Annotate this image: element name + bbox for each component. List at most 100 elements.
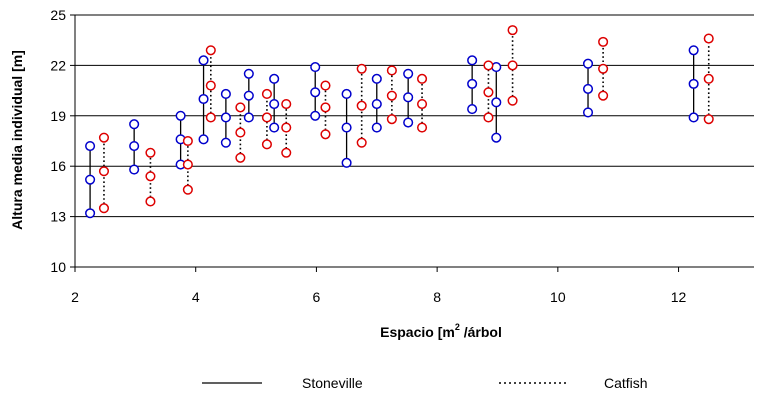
stoneville-point-6-2 — [269, 73, 280, 84]
catfish-point-14-1 — [703, 73, 714, 84]
catfish-point-3-1 — [205, 80, 216, 91]
stoneville-point-4-1 — [220, 112, 231, 123]
y-tick-label: 16 — [50, 158, 66, 174]
catfish-point-2-2 — [182, 135, 193, 147]
x-tick-label: 10 — [550, 289, 566, 305]
stoneville-point-12-1 — [491, 97, 502, 108]
y-tick-label: 25 — [50, 7, 66, 23]
catfish-point-9-2 — [386, 65, 397, 76]
stoneville-point-13-0 — [582, 107, 594, 118]
stoneville-point-7-1 — [310, 87, 321, 98]
stoneville-point-4-2 — [220, 88, 231, 100]
x-axis-title-superscript: 2 — [455, 322, 460, 332]
catfish-point-1-1 — [145, 171, 156, 182]
x-tick-label: 8 — [433, 289, 441, 305]
catfish-point-11-2 — [483, 60, 494, 71]
legend-label-catfish: Catfish — [604, 375, 648, 391]
stoneville-point-14-2 — [688, 45, 699, 56]
tick-labels: 10 13 16 19 22 25 2 4 6 8 10 12 — [50, 7, 686, 305]
catfish-point-14-2 — [703, 33, 714, 44]
legend: Stoneville Catfish — [202, 375, 648, 391]
catfish-point-11-0 — [483, 112, 494, 123]
catfish-point-13-0 — [598, 90, 609, 101]
axes — [70, 14, 754, 272]
stoneville-point-6-0 — [269, 122, 280, 133]
y-tick-label: 13 — [50, 209, 66, 225]
stoneville-point-1-2 — [129, 119, 140, 130]
stoneville-point-11-0 — [467, 104, 478, 115]
stoneville-point-9-0 — [371, 122, 382, 133]
stoneville-point-13-2 — [582, 58, 594, 69]
x-tick-label: 4 — [192, 289, 200, 305]
catfish-point-5-1 — [261, 112, 272, 123]
catfish-point-2-0 — [182, 184, 193, 195]
catfish-point-10-1 — [416, 98, 428, 110]
stoneville-point-14-1 — [688, 78, 699, 89]
catfish-point-7-1 — [320, 102, 331, 113]
stoneville-point-0-0 — [85, 208, 96, 219]
catfish-point-7-2 — [320, 80, 331, 91]
stoneville-point-7-2 — [310, 62, 321, 73]
catfish-point-0-2 — [98, 132, 110, 143]
catfish-point-6-1 — [281, 122, 292, 133]
catfish-point-13-1 — [598, 63, 609, 74]
x-tick-label: 6 — [313, 289, 321, 305]
stoneville-point-4-0 — [220, 137, 231, 148]
y-tick-label: 19 — [50, 108, 66, 124]
stoneville-point-6-1 — [269, 98, 280, 110]
catfish-point-1-2 — [145, 147, 156, 158]
catfish-point-3-2 — [205, 45, 216, 56]
y-tick-label: 22 — [50, 57, 66, 73]
catfish-point-12-1 — [507, 60, 518, 71]
stoneville-point-5-2 — [243, 68, 254, 79]
x-tick-label: 2 — [71, 289, 79, 305]
stoneville-point-8-1 — [341, 122, 352, 133]
catfish-point-2-1 — [182, 159, 193, 170]
stoneville-point-2-2 — [175, 110, 186, 121]
catfish-point-14-0 — [703, 114, 714, 125]
stoneville-point-10-2 — [403, 68, 414, 79]
catfish-point-5-2 — [261, 88, 272, 100]
stoneville-point-13-1 — [582, 83, 594, 94]
catfish-point-10-2 — [416, 73, 428, 84]
catfish-point-5-0 — [261, 139, 272, 150]
catfish-point-7-0 — [320, 129, 331, 140]
x-axis-title-tail: /árbol — [460, 324, 502, 340]
catfish-point-4-2 — [235, 102, 246, 113]
stoneville-point-12-0 — [491, 132, 502, 143]
catfish-point-8-0 — [356, 137, 367, 148]
stoneville-point-5-0 — [243, 112, 254, 123]
catfish-point-8-2 — [356, 63, 367, 74]
stoneville-point-11-1 — [467, 78, 478, 89]
stoneville-point-14-0 — [688, 112, 699, 123]
stoneville-point-3-0 — [198, 134, 209, 145]
stoneville-point-1-0 — [129, 164, 140, 175]
stoneville-point-9-2 — [371, 73, 382, 84]
catfish-point-4-1 — [235, 127, 246, 138]
catfish-point-8-1 — [356, 100, 367, 111]
stoneville-point-0-1 — [85, 174, 96, 185]
plot-area — [85, 25, 714, 219]
stoneville-point-3-1 — [198, 93, 209, 105]
stoneville-point-3-2 — [198, 55, 209, 66]
catfish-point-6-2 — [281, 98, 292, 110]
x-axis-title: Espacio [m2 /árbol — [380, 322, 502, 340]
stoneville-point-8-2 — [341, 88, 352, 100]
y-axis-title: Altura media individual [m] — [9, 50, 25, 230]
catfish-point-4-0 — [235, 152, 246, 163]
catfish-point-0-1 — [98, 166, 110, 177]
legend-label-stoneville: Stoneville — [302, 375, 363, 391]
y-tick-label: 10 — [50, 259, 66, 275]
catfish-point-12-0 — [507, 95, 518, 106]
stoneville-point-7-0 — [310, 110, 321, 121]
catfish-point-11-1 — [483, 87, 494, 98]
stoneville-point-5-1 — [243, 90, 254, 101]
stoneville-point-1-1 — [129, 140, 140, 152]
catfish-point-3-0 — [205, 112, 216, 123]
catfish-point-0-0 — [98, 203, 110, 214]
catfish-point-12-2 — [507, 25, 518, 36]
catfish-point-9-1 — [386, 90, 397, 101]
catfish-point-13-2 — [598, 36, 609, 47]
